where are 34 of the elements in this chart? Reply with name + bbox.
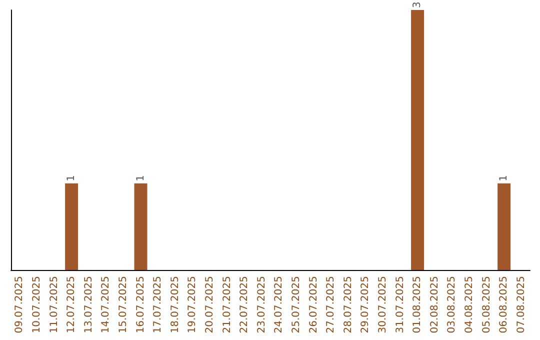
- x-tick-label: 19.07.2025: [187, 276, 198, 334]
- x-tick-label: 30.07.2025: [377, 276, 388, 334]
- x-tick-label: 16.07.2025: [135, 276, 146, 334]
- x-tick-label: 02.08.2025: [429, 276, 440, 334]
- x-tick-label: 05.08.2025: [481, 276, 492, 334]
- x-tick-label: 07.08.2025: [516, 276, 527, 334]
- x-tick-label: 15.07.2025: [118, 276, 129, 334]
- x-tick-label: 18.07.2025: [170, 276, 181, 334]
- data-label: 1: [66, 174, 78, 182]
- x-tick-label: 31.07.2025: [394, 276, 406, 334]
- x-tick-label: 29.07.2025: [360, 276, 372, 334]
- x-tick-label: 21.07.2025: [222, 276, 233, 334]
- data-label: 1: [498, 174, 510, 182]
- x-tick-label: 09.07.2025: [14, 276, 26, 334]
- data-label: 3: [412, 2, 424, 8]
- x-tick-label: 28.07.2025: [342, 276, 354, 334]
- x-tick-label: 26.07.2025: [308, 276, 320, 334]
- x-tick-label: 14.07.2025: [100, 276, 112, 334]
- x-tick-label: 25.07.2025: [290, 276, 302, 334]
- x-tick-label: 17.07.2025: [152, 276, 164, 334]
- x-tick-label: 12.07.2025: [66, 276, 78, 334]
- x-tick-label: 03.08.2025: [446, 276, 458, 334]
- x-tick-label: 13.07.2025: [83, 276, 94, 334]
- x-tick-label: 10.07.2025: [31, 276, 42, 334]
- x-tick-label: 22.07.2025: [239, 276, 250, 334]
- x-tick-label: 04.08.2025: [464, 276, 475, 334]
- x-tick-label: 27.07.2025: [326, 276, 337, 334]
- data-label: 1: [135, 174, 146, 182]
- x-tick-label: 23.07.2025: [256, 276, 268, 334]
- x-tick-label: 20.07.2025: [204, 276, 216, 334]
- x-tick-label: 06.08.2025: [498, 276, 510, 334]
- x-tick-label: 11.07.2025: [48, 276, 60, 334]
- x-tick-label: 24.07.2025: [274, 276, 285, 334]
- x-tick-label: 01.08.2025: [412, 276, 424, 334]
